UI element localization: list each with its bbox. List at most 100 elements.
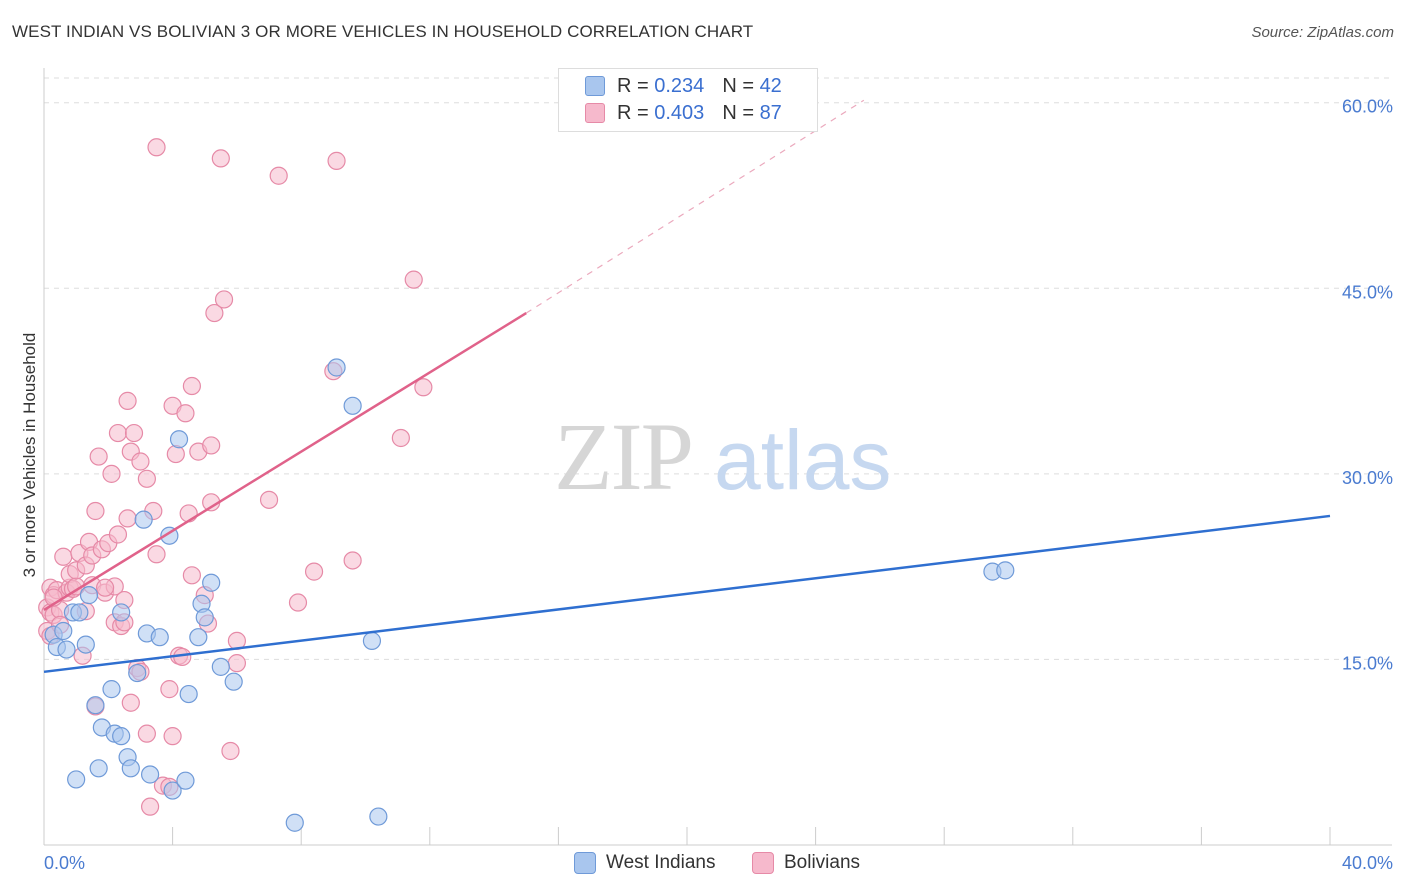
legend-r-value: 0.234	[654, 74, 705, 97]
bolivians-point	[147, 545, 166, 564]
west-indians-point	[369, 807, 388, 826]
west-indians-point	[54, 621, 73, 641]
bolivians-swatch	[752, 852, 774, 874]
bolivians-point	[182, 376, 201, 396]
legend-n-value: 87	[759, 101, 782, 124]
bolivians-point	[202, 436, 221, 455]
bolivians-point	[221, 741, 240, 761]
legend-row-bolivians: R = 0.403 N = 87	[585, 101, 782, 125]
west-indians-swatch	[574, 852, 596, 874]
bolivians-point	[176, 404, 195, 423]
west-indians-point	[112, 603, 131, 622]
west-indians-point	[169, 430, 189, 449]
watermark-atlas: atlas	[714, 413, 891, 507]
bolivians-point	[137, 724, 156, 743]
west-indians-point	[128, 663, 147, 683]
bolivians-swatch	[585, 103, 605, 123]
bolivians-point	[259, 490, 279, 509]
west-indians-point	[70, 603, 89, 622]
watermark-zip: ZIP	[554, 403, 692, 510]
bolivians-point	[118, 509, 137, 528]
west-indians-point	[112, 727, 131, 746]
bolivians-point	[140, 797, 160, 816]
axes	[43, 68, 1392, 846]
bolivians-point	[124, 423, 144, 443]
west-indians-point	[67, 770, 86, 789]
legend-n-value: 42	[759, 74, 782, 97]
bolivians-point	[179, 504, 198, 523]
x-tick-label: 40.0%	[1342, 853, 1393, 873]
trend-lines	[43, 99, 1331, 674]
legend-n-label: N =	[722, 101, 754, 124]
bolivians-point	[182, 566, 201, 585]
bolivians-point	[86, 501, 105, 521]
bolivians-point	[414, 378, 433, 397]
bolivians-trend-extension	[525, 99, 865, 314]
west-indians-point	[189, 628, 208, 647]
bolivians-point	[118, 391, 137, 410]
west-indians-point	[150, 628, 169, 647]
west-indians-point	[102, 680, 121, 699]
bolivians-point	[166, 444, 185, 464]
west-indians-point	[140, 765, 160, 784]
legend-row-west-indians: R = 0.234 N = 42	[585, 74, 782, 98]
bolivians-point	[404, 270, 423, 289]
watermark: ZIP atlas	[554, 403, 891, 510]
legend-r-label: R =	[617, 74, 649, 97]
bolivians-point	[160, 680, 179, 699]
series-legend: West Indians Bolivians	[0, 852, 1406, 878]
west-indians-point	[211, 657, 230, 676]
bolivians-point	[343, 551, 362, 570]
west-indians-label: West Indians	[606, 852, 716, 873]
west-indians-point	[79, 586, 99, 605]
legend: R = 0.234 N = 42 R = 0.403 N = 87	[558, 68, 818, 132]
bolivians-point	[89, 447, 108, 466]
bolivians-point	[137, 469, 156, 488]
west-indians-point	[76, 635, 95, 654]
west-indians-point	[86, 696, 105, 715]
bolivians-point	[121, 693, 140, 712]
west-indians-point	[996, 561, 1015, 580]
grid	[44, 77, 1392, 660]
bolivians-point	[205, 303, 224, 323]
bolivians-point	[327, 151, 346, 170]
bolivians-point	[108, 423, 128, 443]
west-indians-point	[134, 510, 153, 529]
legend-r-value: 0.403	[654, 101, 705, 124]
west-indians-point	[121, 759, 140, 778]
bolivians-point	[214, 290, 234, 309]
y-tick-label: 45.0%	[1342, 282, 1393, 302]
y-tick-label: 15.0%	[1342, 653, 1393, 673]
west-indians-swatch	[585, 76, 605, 96]
y-tick-label: 30.0%	[1342, 468, 1393, 488]
data-points	[38, 138, 1015, 832]
legend-n-label: N =	[722, 74, 754, 97]
legend-item-west-indians[interactable]: West Indians	[574, 852, 715, 874]
bolivians-point	[131, 452, 150, 471]
bolivians-label: Bolivians	[784, 852, 861, 873]
bolivians-point	[211, 149, 230, 168]
bolivians-point	[54, 547, 73, 566]
bolivians-point	[288, 593, 308, 612]
west-indians-point	[57, 640, 76, 659]
source-label: Source: ZipAtlas.com	[1251, 24, 1394, 41]
legend-item-bolivians[interactable]: Bolivians	[752, 852, 860, 874]
west-indians-point	[202, 573, 221, 592]
west-indians-point	[163, 781, 182, 800]
bolivians-point	[108, 525, 128, 544]
chart-title: WEST INDIAN VS BOLIVIAN 3 OR MORE VEHICL…	[12, 22, 754, 41]
bolivians-trend-line	[43, 311, 527, 612]
west-indians-point	[327, 358, 346, 377]
bolivians-point	[163, 727, 182, 746]
west-indians-point	[195, 608, 214, 627]
bolivians-point	[147, 138, 166, 157]
west-indians-point	[179, 684, 198, 704]
bolivians-point	[102, 464, 121, 483]
west-indians-point	[224, 672, 243, 691]
west-indians-point	[89, 759, 108, 778]
west-indians-point	[362, 631, 382, 650]
west-indians-trend-line	[43, 514, 1331, 674]
west-indians-point	[343, 396, 362, 415]
bolivians-point	[391, 428, 410, 448]
